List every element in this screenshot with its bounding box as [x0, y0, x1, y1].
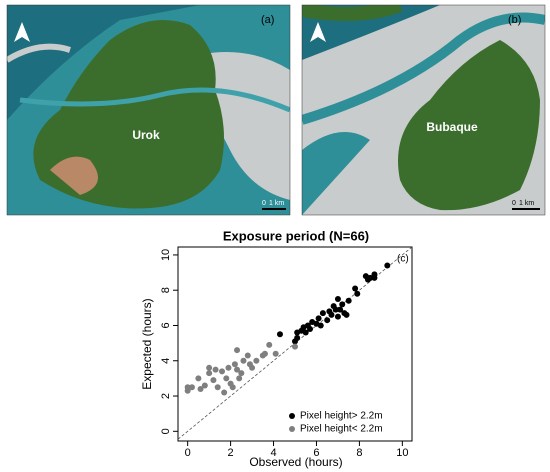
chart-title: Exposure period (N=66) [223, 228, 369, 243]
scatter-point [219, 368, 226, 375]
scatter-point [206, 364, 213, 371]
legend-marker [289, 413, 295, 419]
scatter-point [345, 297, 352, 304]
scatter-point [337, 306, 344, 313]
scatter-point [244, 352, 251, 359]
scatter-point [307, 326, 314, 333]
scatter-point [212, 366, 219, 373]
satellite-image-a [7, 5, 290, 215]
scatter-point [214, 384, 221, 391]
scatter-point [302, 329, 309, 336]
place-name: Bubaque [426, 120, 478, 134]
x-tick-label: 10 [396, 447, 408, 459]
scatter-point [231, 361, 238, 368]
scale-label: 1 km [269, 200, 284, 207]
scatter-point [229, 384, 236, 391]
x-tick-label: 6 [313, 447, 319, 459]
panel-label: (b) [508, 14, 521, 26]
y-tick-label: 4 [160, 358, 172, 364]
scatter-point [317, 322, 324, 329]
legend-label: Pixel height< 2.2m [300, 424, 383, 435]
scatter-point [292, 343, 298, 350]
scatter-point [201, 382, 208, 389]
scatter-point [184, 384, 191, 391]
panel-label: (a) [261, 14, 274, 26]
scatter-point [352, 285, 359, 292]
x-axis-label: Observed (hours) [249, 455, 342, 469]
place-name: Urok [132, 128, 160, 142]
scatter-point [294, 334, 301, 341]
scatter-point [367, 274, 374, 281]
scatter-point [343, 311, 350, 318]
y-tick-label: 2 [160, 393, 172, 399]
y-tick-label: 10 [160, 249, 172, 261]
scatter-point [339, 301, 346, 308]
legend-marker [289, 426, 295, 432]
scatter-point [332, 306, 339, 313]
scatter-point [253, 357, 260, 364]
x-tick-label: 4 [270, 447, 276, 459]
x-tick-label: 8 [356, 447, 362, 459]
scatter-point [234, 366, 241, 373]
scatter-point [195, 375, 202, 382]
scatter-point [384, 262, 391, 269]
scale-label: 1 km [519, 200, 534, 207]
satellite-image-b [302, 5, 545, 215]
scatter-point [234, 347, 241, 354]
scatter-point [197, 385, 204, 392]
scatter-point [334, 313, 341, 320]
scatter-point [261, 350, 268, 357]
scatter-point [272, 350, 279, 357]
scatter-point [188, 384, 195, 391]
y-tick-label: 6 [160, 322, 172, 328]
y-tick-label: 8 [160, 287, 172, 293]
scatter-point [328, 311, 335, 318]
y-axis-label: Expected (hours) [140, 298, 154, 389]
scatter-point [236, 375, 243, 382]
scatter-point [324, 317, 331, 324]
scatter-point [210, 377, 217, 384]
x-tick-label: 2 [228, 447, 234, 459]
scatter-point [276, 331, 283, 338]
scale-label: 0 [262, 200, 266, 207]
scatter-point [206, 370, 213, 377]
plot-frame [177, 246, 413, 442]
scale-label: 0 [512, 200, 516, 207]
scatter-point [240, 357, 247, 364]
scatter-point [354, 290, 361, 297]
y-tick-label: 0 [160, 428, 172, 434]
scatter-point [266, 341, 273, 348]
scatter-point [319, 310, 326, 317]
x-tick-label: 0 [185, 447, 191, 459]
scatter-point [225, 364, 232, 371]
legend-label: Pixel height> 2.2m [300, 411, 383, 422]
scatter-point [238, 370, 245, 377]
scatter-point [223, 375, 230, 382]
panel-label: (c) [397, 254, 409, 265]
scatter-point [315, 315, 322, 322]
scatter-point [221, 389, 228, 396]
scatter-point [249, 364, 256, 371]
scatter-point [371, 274, 378, 281]
scatter-point [334, 296, 341, 303]
